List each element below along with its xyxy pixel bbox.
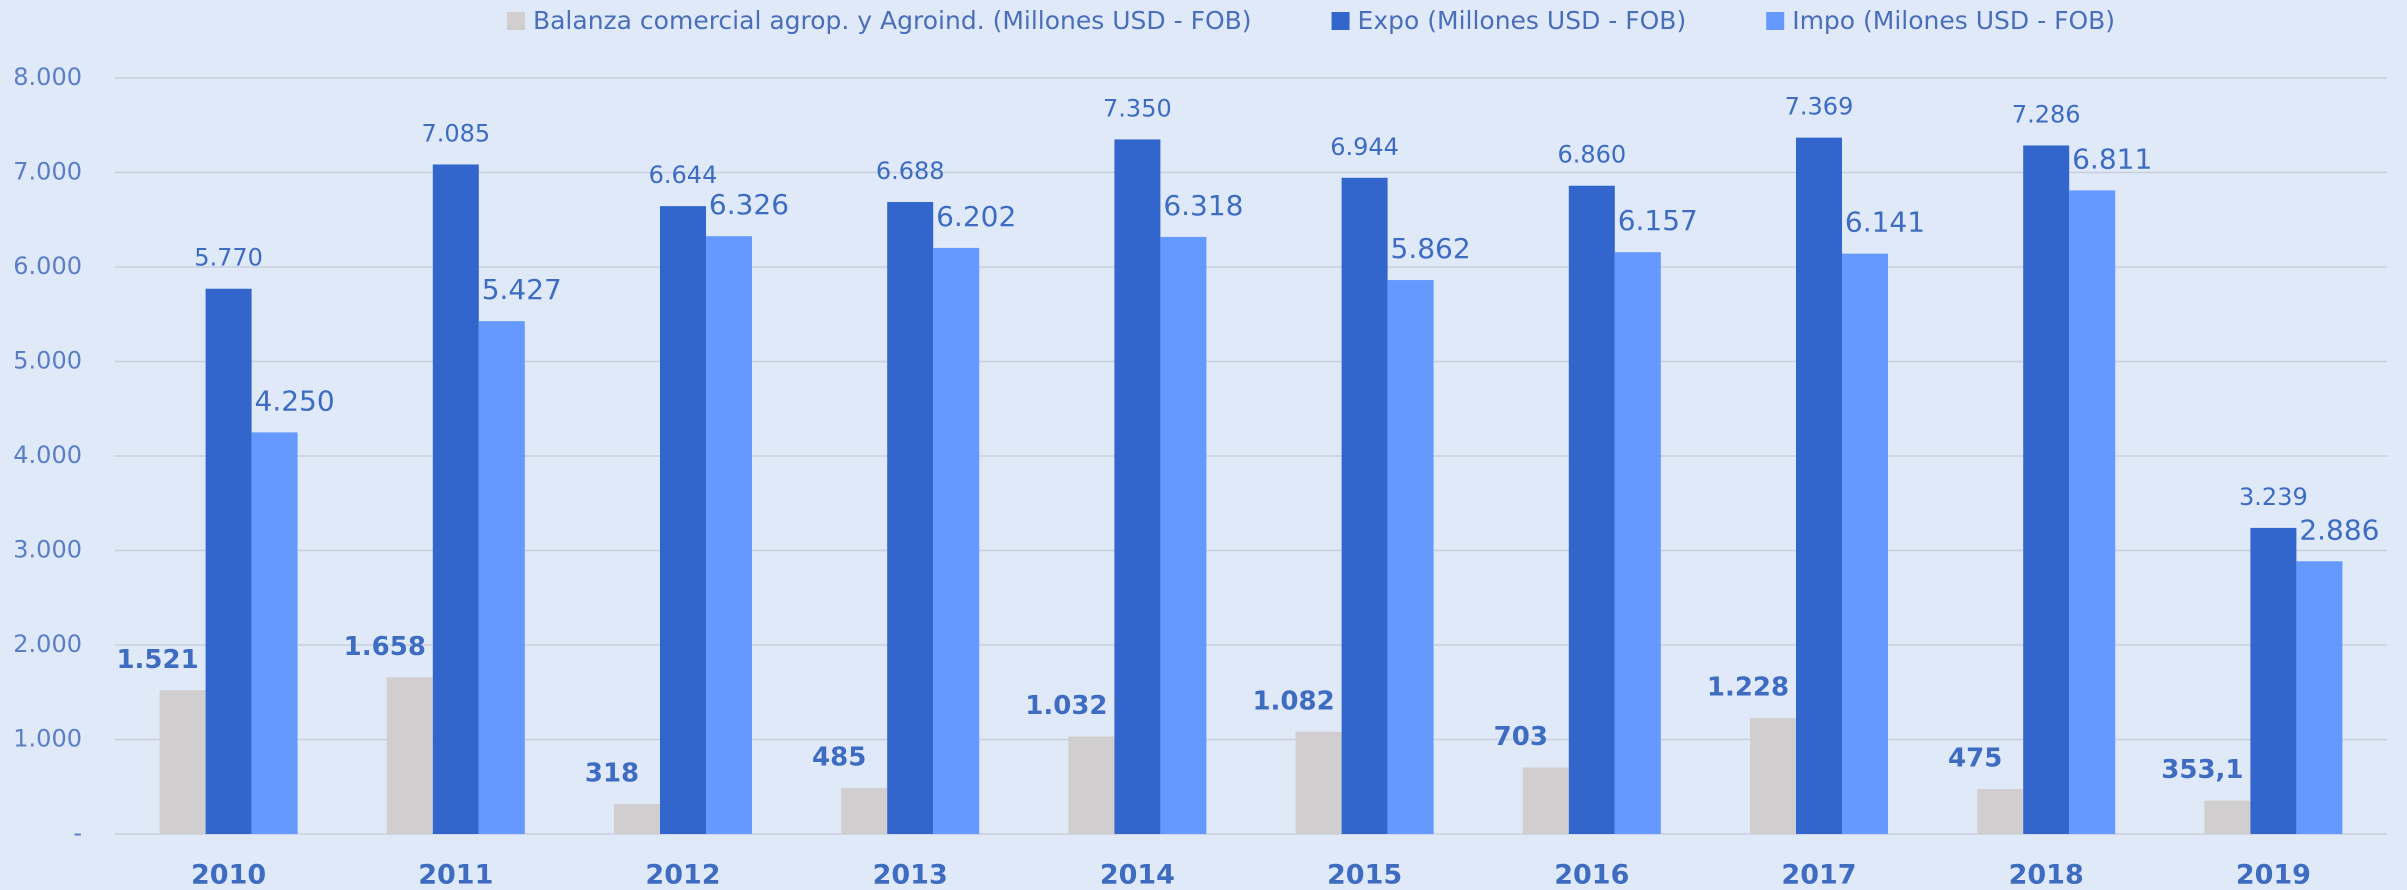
data-label: 318: [585, 758, 639, 788]
bar: [614, 803, 660, 834]
data-label: 703: [1494, 722, 1548, 752]
x-tick-label: 2010: [191, 860, 266, 890]
legend-swatch: [1766, 12, 1785, 30]
legend-swatch: [1331, 12, 1350, 30]
x-tick-label: 2012: [645, 860, 720, 890]
data-label: 1.521: [116, 645, 198, 675]
data-label: 7.085: [421, 119, 490, 147]
data-label: 353,1: [2161, 755, 2243, 785]
data-label: 7.286: [2012, 100, 2081, 128]
bar: [1522, 767, 1569, 834]
bar: [478, 321, 525, 834]
y-tick-label: 8.000: [13, 63, 82, 91]
legend-label: Expo (Millones USD - FOB): [1358, 6, 1687, 35]
legend-label: Balanza comercial agrop. y Agroind. (Mil…: [533, 6, 1252, 35]
bar: [2204, 800, 2251, 834]
x-tick-label: 2013: [873, 860, 948, 890]
bar: [887, 201, 934, 834]
data-label: 6.944: [1330, 133, 1399, 161]
data-label: 6.157: [1618, 204, 1698, 237]
y-tick-label: 7.000: [13, 158, 82, 186]
bar: [2296, 561, 2343, 834]
bar: [386, 677, 433, 834]
data-label: 7.350: [1103, 94, 1172, 122]
data-label: 475: [1948, 744, 2002, 774]
data-label: 5.770: [194, 244, 263, 272]
bar: [1114, 139, 1161, 835]
bar: [2023, 145, 2070, 834]
data-label: 5.427: [482, 273, 562, 306]
x-tick-label: 2016: [1554, 860, 1629, 890]
x-tick-label: 2018: [2009, 860, 2084, 890]
bar: [841, 788, 888, 834]
bar: [432, 164, 479, 834]
bar: [933, 247, 980, 834]
bar: [1614, 252, 1661, 834]
data-label: 7.369: [1785, 93, 1854, 121]
bar: [1977, 789, 2024, 834]
bar: [1796, 137, 1842, 834]
data-label: 1.082: [1252, 686, 1334, 716]
y-tick-label: 5.000: [13, 347, 82, 375]
bar: [660, 206, 706, 835]
bar: [251, 432, 298, 834]
bar: [1387, 280, 1434, 834]
y-tick-label: 4.000: [13, 441, 82, 469]
bar: [1842, 253, 1888, 834]
x-tick-label: 2011: [418, 860, 493, 890]
bar: [159, 690, 206, 834]
x-tick-label: 2015: [1327, 860, 1402, 890]
data-label: 1.228: [1707, 672, 1789, 702]
data-label: 6.202: [936, 200, 1016, 233]
data-label: 6.318: [1163, 189, 1243, 222]
y-tick-label: -: [73, 819, 82, 847]
bar: [1341, 177, 1388, 835]
data-label: 6.644: [649, 161, 718, 189]
bar: [205, 288, 252, 834]
y-tick-label: 1.000: [13, 725, 82, 753]
data-label: 6.326: [709, 188, 789, 221]
data-label: 1.658: [344, 632, 426, 662]
y-tick-label: 3.000: [13, 536, 82, 564]
bar: [1160, 236, 1207, 835]
x-tick-label: 2019: [2236, 860, 2311, 890]
bar: [1295, 731, 1342, 834]
x-tick-label: 2014: [1100, 860, 1175, 890]
data-label: 5.862: [1391, 232, 1471, 265]
bar: [1568, 185, 1615, 835]
y-tick-label: 2.000: [13, 630, 82, 658]
legend-label: Impo (Milones USD - FOB): [1792, 6, 2115, 35]
bar: [1750, 717, 1796, 834]
bar: [706, 236, 752, 834]
bar: [2069, 190, 2116, 835]
data-label: 3.239: [2239, 483, 2308, 511]
data-label: 2.886: [2299, 513, 2379, 546]
bar: [2250, 527, 2297, 834]
data-label: 6.860: [1557, 141, 1626, 169]
data-label: 4.250: [255, 384, 335, 417]
data-label: 6.688: [876, 157, 945, 185]
legend-swatch: [506, 12, 525, 30]
y-tick-label: 6.000: [13, 252, 82, 280]
data-label: 485: [812, 743, 866, 773]
data-label: 6.811: [2072, 142, 2152, 175]
data-label: 1.032: [1025, 691, 1107, 721]
bar: [1068, 736, 1115, 834]
x-tick-label: 2017: [1781, 860, 1856, 890]
data-label: 6.141: [1845, 206, 1925, 239]
